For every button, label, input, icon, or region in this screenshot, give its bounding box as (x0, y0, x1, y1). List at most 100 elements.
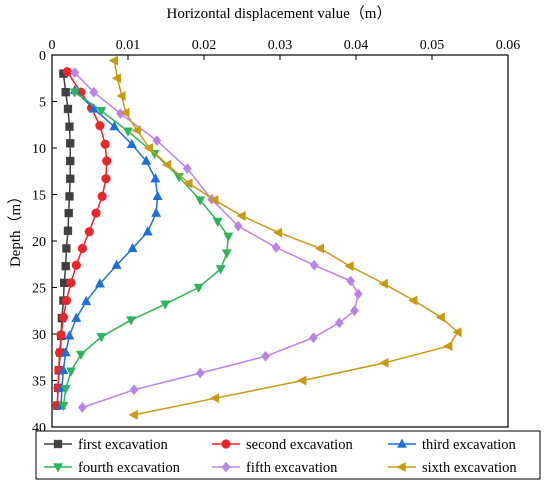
data-point (182, 163, 192, 174)
series-line (74, 72, 360, 409)
data-point (109, 121, 120, 131)
data-point (344, 261, 354, 272)
data-point (297, 375, 307, 386)
legend-marker (53, 439, 63, 449)
legend-item: sixth excavation (388, 460, 517, 476)
data-point (58, 364, 69, 374)
data-point (143, 142, 153, 154)
data-point (61, 261, 70, 271)
legend-item: fifth excavation (212, 460, 338, 476)
legend-item: fourth excavation (44, 460, 181, 476)
y-tick-label: 15 (32, 189, 46, 204)
data-point (108, 55, 119, 66)
series-6 (108, 55, 462, 420)
series-line (113, 60, 459, 416)
legend-label: fifth excavation (246, 460, 338, 476)
data-point (81, 295, 92, 306)
data-point (95, 121, 105, 131)
data-point (120, 107, 130, 118)
data-point (96, 107, 107, 117)
data-point (271, 242, 281, 253)
legend-marker (221, 461, 231, 473)
data-point (151, 207, 162, 217)
data-point (161, 159, 172, 170)
data-point (195, 196, 206, 206)
series-line (62, 91, 230, 406)
data-point (452, 327, 462, 338)
data-point (88, 103, 99, 113)
data-point (309, 259, 319, 271)
data-point (334, 317, 344, 329)
legend-label: second excavation (246, 437, 353, 453)
data-point (63, 104, 73, 114)
data-point (350, 305, 359, 317)
data-point (129, 384, 139, 396)
plot-frame (51, 54, 509, 428)
data-point (64, 208, 73, 218)
data-point (160, 300, 171, 310)
data-point (56, 330, 66, 340)
data-point (66, 156, 75, 166)
data-point (346, 275, 356, 287)
series-1 (53, 69, 75, 410)
data-point (66, 278, 76, 288)
x-axis-title: Horizontal displacement value（m） (167, 5, 392, 22)
data-point (141, 155, 152, 165)
x-tick-label: 0.01 (116, 38, 141, 53)
data-point (61, 88, 70, 97)
data-point (71, 312, 82, 322)
data-point (101, 174, 111, 184)
data-point (183, 178, 193, 189)
series-2 (52, 67, 112, 411)
data-point (66, 139, 75, 148)
x-tick-label: 0.05 (420, 38, 445, 53)
data-point (122, 127, 134, 137)
data-point (272, 227, 283, 238)
y-tick-label: 20 (32, 235, 46, 250)
axis-ticks: 0 0.01 0.02 0.03 0.04 0.05 0.06051015202530354… (32, 38, 520, 436)
legend-label: third excavation (422, 437, 517, 453)
data-point (128, 409, 138, 420)
x-tick-label: 0.04 (344, 38, 369, 53)
data-point (89, 86, 99, 98)
data-point (91, 208, 101, 218)
legend-label: fourth excavation (78, 460, 181, 476)
data-point (126, 138, 137, 148)
data-point (142, 226, 153, 236)
data-point (215, 265, 226, 275)
data-point (75, 350, 86, 361)
x-tick-label: 0.02 (192, 38, 217, 53)
data-point (84, 227, 94, 237)
data-point (408, 295, 418, 306)
data-point (58, 312, 69, 322)
data-point (314, 243, 324, 254)
data-point (435, 312, 445, 323)
data-point (61, 295, 72, 306)
y-tick-label: 0 (39, 49, 46, 64)
legend-marker (52, 463, 64, 473)
data-point (150, 173, 161, 183)
data-point (65, 122, 74, 131)
legend: first excavation second excavation third e… (35, 430, 541, 480)
legend-item: first excavation (44, 437, 169, 453)
legend-box (35, 430, 541, 480)
data-point (209, 393, 220, 404)
data-point (77, 402, 87, 413)
legend-marker (396, 461, 406, 473)
data-point (94, 278, 105, 288)
data-point (69, 88, 80, 98)
y-tick-label: 10 (32, 142, 46, 157)
data-point (116, 90, 126, 101)
y-axis-title: Depth（m） (7, 189, 24, 267)
data-point (261, 350, 271, 362)
y-tick-label: 25 (32, 282, 46, 297)
y-tick-label: 5 (39, 96, 46, 111)
data-point (223, 232, 234, 242)
x-tick-label: 0.06 (496, 38, 521, 53)
y-tick-label: 30 (32, 328, 46, 343)
data-point (62, 244, 71, 253)
data-point (71, 260, 81, 270)
x-tick-label: 0 (49, 38, 56, 53)
data-point (193, 283, 204, 294)
